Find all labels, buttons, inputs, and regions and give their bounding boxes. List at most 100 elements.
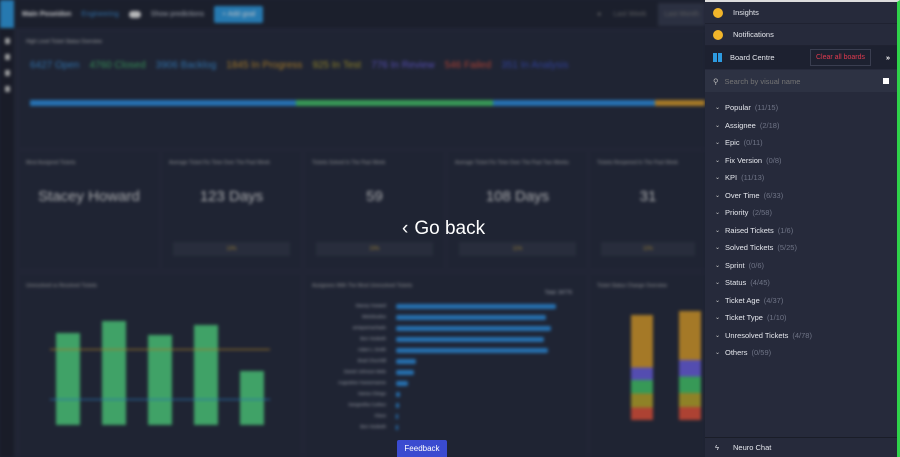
chevron-down-icon: ⌄ <box>715 157 721 164</box>
assignees-total: Total: 34776 <box>544 290 572 296</box>
assignee-name: Daniel Johnson Mele <box>343 369 386 374</box>
kpi-card: Tickets Solved In The Past Week 59 23% <box>306 152 443 268</box>
category-assignee[interactable]: ⌄ Assignee (2/18) <box>705 117 897 135</box>
clear-all-boards-button[interactable]: Clear all boards <box>809 49 871 66</box>
left-sidebar <box>0 0 14 457</box>
bell-icon <box>713 29 723 40</box>
chevron-down-icon: ⌄ <box>715 227 721 234</box>
category-sprint[interactable]: ⌄ Sprint (0/6) <box>705 257 897 275</box>
status-overview: High Level Ticket Status Overview 6427 O… <box>20 32 706 147</box>
category-ticket-age[interactable]: ⌄ Ticket Age (4/37) <box>705 292 897 310</box>
assignee-bar <box>396 337 544 342</box>
category-label: Others <box>725 348 748 358</box>
category-label: Status <box>725 278 747 288</box>
chevron-down-icon: ⌄ <box>715 262 721 269</box>
assignee-name: Stacey Howard <box>355 303 386 308</box>
category-popular[interactable]: ⌄ Popular (11/15) <box>705 99 897 117</box>
category-count: (5/25) <box>777 243 797 253</box>
notifications-label: Notifications <box>733 30 774 39</box>
category-epic[interactable]: ⌄ Epic (0/11) <box>705 134 897 152</box>
assignee-name: Vanna Chingo <box>357 391 386 396</box>
right-panel: Insights Notifications Board Centre Clea… <box>705 0 900 457</box>
assignee-name: Brad Churchill <box>357 358 386 363</box>
card-title: Average Ticket Fix Time Over The Past Tw… <box>455 160 569 166</box>
category-status[interactable]: ⌄ Status (4/45) <box>705 274 897 292</box>
assignee-bar <box>396 392 400 397</box>
feedback-button[interactable]: Feedback <box>397 440 447 457</box>
assignee-name: Klaus <box>374 413 386 418</box>
category-label: KPI <box>725 173 738 183</box>
card-title: Average Ticket Fix Time Over The Past We… <box>169 160 270 166</box>
predictions-label: Show predictions <box>150 10 205 18</box>
last-month: Last Month <box>658 2 705 26</box>
search-input[interactable] <box>724 76 865 86</box>
category-label: Ticket Age <box>725 295 760 305</box>
assignee-bar <box>396 403 399 408</box>
chart-assignees: Assignees With The Most Unresolved Ticke… <box>306 275 586 457</box>
kpi-card: Tickets Reopened In The Past Week 31 12% <box>591 152 705 268</box>
card-change: 12% <box>601 242 695 256</box>
assignee-name: Weirdoudou <box>361 314 386 319</box>
assignee-bar <box>396 348 548 353</box>
notifications-item[interactable]: Notifications <box>705 24 897 46</box>
category-others[interactable]: ⌄ Others (0/59) <box>705 344 897 362</box>
card-title: Tickets Reopened In The Past Week <box>597 160 679 166</box>
kpi-card: Average Ticket Fix Time Over The Past Tw… <box>449 152 586 268</box>
status-stat: 1845 In Progress <box>226 60 303 71</box>
predictions-toggle <box>128 10 141 18</box>
category-ticket-type[interactable]: ⌄ Ticket Type (1/10) <box>705 309 897 327</box>
assignee-bar <box>396 315 546 320</box>
chevron-down-icon: ⌄ <box>715 175 721 182</box>
chart-status-change: Ticket Status Change Overview <box>591 275 705 457</box>
category-solved-tickets[interactable]: ⌄ Solved Tickets (5/25) <box>705 239 897 257</box>
chevron-down-icon: ⌄ <box>715 315 721 322</box>
assignee-name: Adam L Smith <box>357 347 386 352</box>
chart-title: Ticket Status Change Overview <box>597 283 667 289</box>
category-label: Sprint <box>725 260 745 270</box>
chevron-down-icon: ⌄ <box>715 122 721 129</box>
assignee-bar <box>396 414 398 419</box>
category-count: (0/8) <box>766 155 782 165</box>
last-week: Last Week <box>613 10 647 18</box>
category-over-time[interactable]: ⌄ Over Time (6/33) <box>705 187 897 205</box>
go-back-button[interactable]: ‹ Go back <box>402 218 485 240</box>
assignee-name: Ben Hesketh <box>360 424 386 429</box>
status-stat: 4760 Closed <box>89 60 146 71</box>
status-stat: 776 In Review <box>371 60 435 71</box>
gear-icon: ● <box>597 10 602 18</box>
select-all-checkbox[interactable] <box>883 78 889 84</box>
assignee-name: Augustine Huesemanne <box>337 380 386 385</box>
category-label: Ticket Type <box>725 313 763 323</box>
category-raised-tickets[interactable]: ⌄ Raised Tickets (1/6) <box>705 222 897 240</box>
insights-item[interactable]: Insights <box>705 2 897 24</box>
category-fix-version[interactable]: ⌄ Fix Version (0/8) <box>705 152 897 170</box>
category-label: Popular <box>725 103 751 113</box>
category-count: (6/33) <box>763 190 784 200</box>
status-stat: 925 In Test <box>312 60 362 71</box>
card-value: 108 Days <box>485 188 550 205</box>
team-select: Engineering <box>81 10 119 18</box>
category-count: (0/6) <box>748 260 765 270</box>
category-label: Raised Tickets <box>725 225 774 235</box>
category-count: (2/58) <box>752 208 772 218</box>
chevron-down-icon: ⌄ <box>715 105 721 112</box>
grid-icon <box>713 53 722 62</box>
kpi-card: Average Ticket Fix Time Over The Past We… <box>163 152 300 268</box>
card-title: Tickets Solved In The Past Week <box>312 160 386 166</box>
category-unresolved-tickets[interactable]: ⌄ Unresolved Tickets (4/78) <box>705 327 897 345</box>
category-label: Fix Version <box>725 155 763 165</box>
top-bar: Main Poseidon Engineering Show predictio… <box>14 0 705 28</box>
category-label: Unresolved Tickets <box>725 330 789 340</box>
collapse-panel-icon[interactable]: » <box>885 53 891 62</box>
status-stat: 351 In Analysis <box>501 60 569 71</box>
assignee-name: Ben Hesketh <box>360 336 386 341</box>
category-priority[interactable]: ⌄ Priority (2/58) <box>705 204 897 222</box>
assignee-bar <box>396 359 416 364</box>
category-kpi[interactable]: ⌄ KPI (11/13) <box>705 169 897 187</box>
category-count: (2/18) <box>759 120 780 130</box>
category-label: Epic <box>725 138 740 148</box>
assignee-name: amiquemachado <box>352 325 386 330</box>
category-label: Over Time <box>725 190 760 200</box>
card-change: 11% <box>459 242 576 256</box>
neuro-chat-button[interactable]: ϟ Neuro Chat <box>705 437 897 457</box>
